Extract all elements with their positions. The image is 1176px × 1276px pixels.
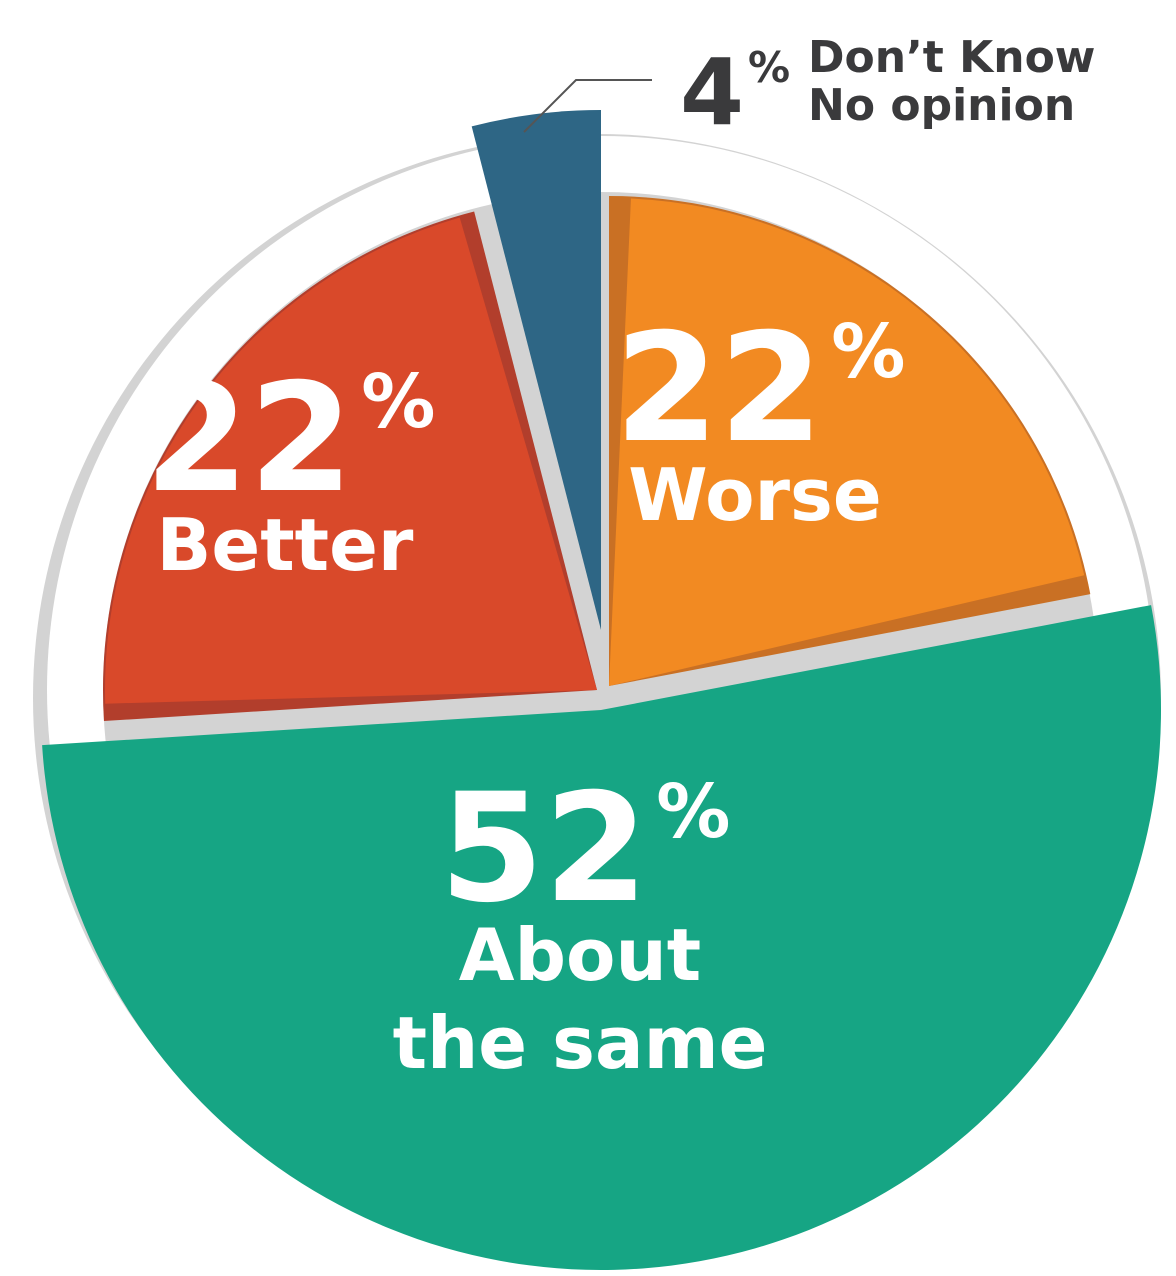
callout-group — [523, 79, 652, 133]
slice-worse-category-label: Worse — [628, 453, 882, 537]
slice-don-t-know — [471, 110, 601, 630]
slice-better — [105, 217, 597, 704]
slice-don-t-know-category-label: No opinion — [808, 80, 1075, 131]
slice-worse — [609, 198, 1085, 686]
slices-group — [42, 110, 1162, 1271]
slice-don-t-know-category-label: Don’t Know — [808, 32, 1095, 83]
slice-about — [42, 605, 1162, 1271]
slice-worse-value-label: 22% — [615, 302, 906, 476]
slice-about-category-label: the same — [393, 1001, 768, 1085]
slice-about-value-label: 52% — [440, 762, 731, 936]
slice-don-t-know-leader-line — [523, 79, 652, 133]
slice-better-value-label: 22% — [145, 352, 436, 526]
slice-better-category-label: Better — [157, 503, 414, 587]
slice-don-t-know-value-label: 4% — [680, 39, 790, 146]
slice-about-category-label: About — [459, 913, 701, 997]
